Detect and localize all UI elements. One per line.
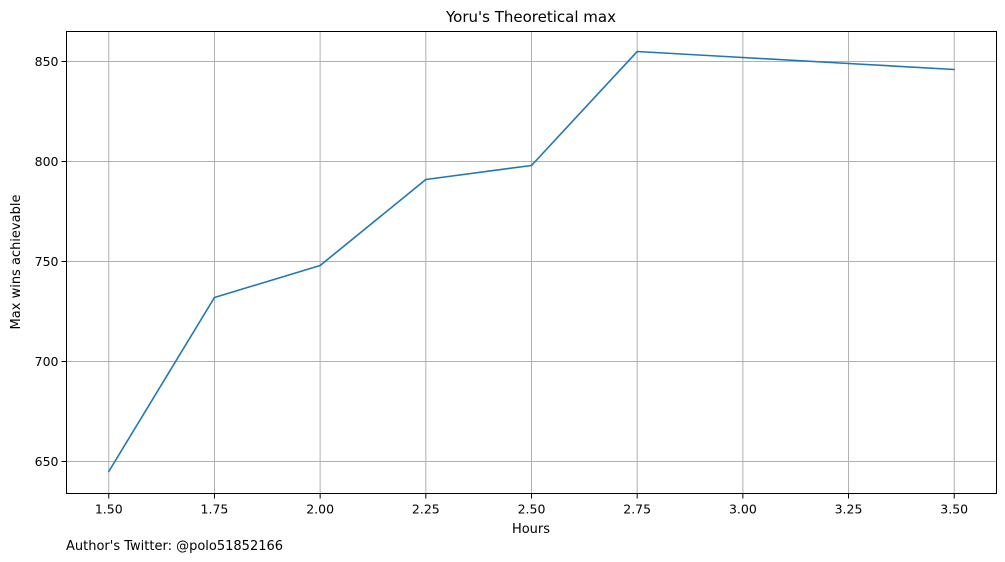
data-point [425,178,427,181]
x-tick-label: 3.50 [940,502,968,517]
data-point [847,62,850,65]
y-tick-label: 650 [35,454,59,469]
data-point [636,50,638,53]
series-layer [107,50,956,473]
x-tick-label: 1.50 [95,502,123,517]
x-axis-label: Hours [512,522,550,537]
y-tick-label: 750 [35,254,59,269]
y-gridlines [66,61,997,462]
author-twitter-note: Author's Twitter: @polo51852166 [66,539,283,554]
x-tick-label: 2.00 [306,502,334,517]
x-axis-ticks: 1.50 1.75 2.00 2.25 2.50 2.75 3.00 3.25 3.50 [95,493,968,517]
x-tick-label: 3.25 [835,502,863,517]
data-point [107,470,110,473]
y-axis-label: Max wins achievable [9,195,24,330]
data-point [530,164,533,167]
data-point [953,68,956,71]
chart-title: Yoru's Theoretical max [445,8,616,26]
x-gridlines [108,31,955,494]
y-axis-ticks: 650 700 750 800 850 [35,54,67,469]
y-tick-label: 800 [35,154,59,169]
x-tick-label: 2.75 [623,502,651,517]
data-point [319,264,321,267]
x-tick-label: 1.75 [201,502,229,517]
y-tick-label: 850 [35,54,59,69]
data-point [742,56,744,59]
x-tick-label: 2.25 [412,502,440,517]
x-tick-label: 2.50 [518,502,546,517]
data-point [213,296,216,299]
y-tick-label: 700 [35,354,59,369]
x-tick-label: 3.00 [729,502,757,517]
